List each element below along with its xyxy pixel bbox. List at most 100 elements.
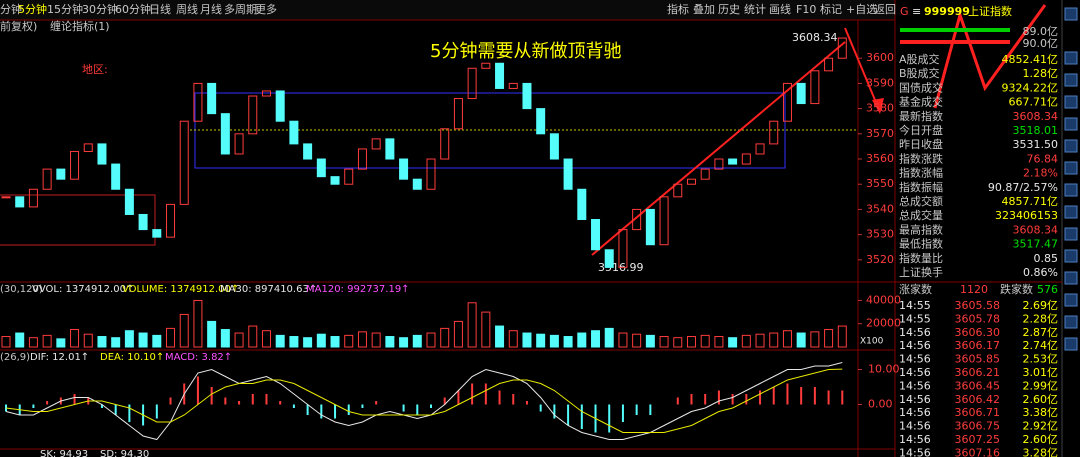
toolbar <box>0 0 895 20</box>
icon[interactable] <box>1064 249 1078 263</box>
volume-bar <box>467 302 477 348</box>
tick-price: 3605.85 <box>955 353 1001 366</box>
icon[interactable] <box>1064 293 1078 307</box>
icon[interactable] <box>1064 51 1078 65</box>
icon[interactable] <box>1064 161 1078 175</box>
tick-price: 3606.71 <box>955 406 1001 419</box>
tick-price: 3606.17 <box>955 339 1001 352</box>
volume-bar <box>56 338 66 348</box>
tick-time: 14:56 <box>899 339 931 352</box>
y-tick-label: 3540 <box>866 202 894 215</box>
icon[interactable] <box>1064 227 1078 241</box>
icon[interactable] <box>1064 337 1078 351</box>
toolbar-button[interactable]: 指标 <box>667 2 689 16</box>
icon[interactable] <box>1064 271 1078 285</box>
volume-bar <box>810 331 820 348</box>
volume-bar <box>399 337 409 348</box>
breadth: 涨家数 <box>899 282 932 296</box>
candle <box>261 90 271 97</box>
trend-arrow <box>591 41 846 256</box>
stat-label: 国债成交 <box>899 80 943 94</box>
stat-label: 指数涨幅 <box>899 166 943 180</box>
icon[interactable] <box>1064 73 1078 87</box>
tab[interactable]: 周线 <box>176 2 198 16</box>
icon[interactable] <box>1064 183 1078 197</box>
tick-price: 3606.30 <box>955 326 1001 339</box>
volume-bar <box>782 330 792 348</box>
tick-amount: 2.74亿 <box>1023 339 1059 352</box>
tab[interactable]: 多周期 <box>224 2 257 16</box>
tick-price: 3605.78 <box>955 312 1001 325</box>
tick-amount: 2.69亿 <box>1023 299 1059 312</box>
candle <box>495 62 505 89</box>
tick-price: 3605.58 <box>955 299 1001 312</box>
stat-value: 323406153 <box>995 209 1058 222</box>
stat-value: 667.71亿 <box>1009 96 1059 109</box>
icon[interactable] <box>1064 315 1078 329</box>
tab[interactable]: 日线 <box>149 2 171 16</box>
stat-label: 指数振幅 <box>899 180 943 194</box>
toolbar-button[interactable]: 画线 <box>769 2 791 16</box>
toolbar-button[interactable]: 统计 <box>744 3 766 16</box>
volume-bar <box>495 325 505 348</box>
kdj-label: SD: 94.30 <box>100 449 149 457</box>
tab[interactable]: 更多 <box>255 2 277 16</box>
candle <box>810 70 820 105</box>
stat-label: 总成交额 <box>899 194 943 208</box>
toolbar-button[interactable]: 标记 <box>820 2 842 16</box>
toolbar-button[interactable]: F10 <box>796 3 816 16</box>
tab[interactable]: 5分钟 <box>18 2 47 16</box>
volume-bar <box>577 332 587 348</box>
y-tick-label: 3520 <box>866 253 894 266</box>
volume-bar <box>673 337 683 348</box>
toolbar-button[interactable]: 历史 <box>718 3 740 16</box>
high-label: 3608.34 <box>792 31 838 44</box>
candle <box>166 203 176 238</box>
toolbar-button[interactable]: 叠加 <box>693 3 715 16</box>
candle <box>357 148 367 170</box>
candle <box>686 178 696 185</box>
volume-bar <box>138 332 148 348</box>
volume-bar <box>111 337 121 348</box>
candle <box>124 188 134 215</box>
volume-bar <box>193 299 203 348</box>
candle <box>508 82 518 89</box>
subbar-item: 前复权) <box>0 19 37 33</box>
volume-bar <box>15 332 25 348</box>
icon[interactable] <box>1064 117 1078 131</box>
icon[interactable] <box>1064 139 1078 153</box>
tick-amount: 3.01亿 <box>1023 366 1059 379</box>
stat-value: 3531.50 <box>1013 138 1059 151</box>
tab[interactable]: 月线 <box>200 2 222 16</box>
candle <box>83 143 93 152</box>
icon[interactable] <box>1064 7 1078 21</box>
y-tick-label: 3590 <box>866 76 894 89</box>
volume-bar <box>179 313 189 348</box>
volume-bar <box>166 327 176 348</box>
toolbar-button[interactable]: +自选 <box>846 3 877 16</box>
tick-amount: 3.28亿 <box>1023 446 1059 457</box>
icon[interactable] <box>1064 205 1078 219</box>
macd-header: DIF: 12.01↑ <box>30 352 89 363</box>
volume-bar <box>755 333 765 348</box>
candle <box>741 153 751 165</box>
tab[interactable]: 分钟 <box>0 2 22 16</box>
tab[interactable]: 60分钟 <box>115 2 151 16</box>
candle <box>330 176 340 185</box>
volume-bar <box>508 330 518 348</box>
toolbar-button[interactable]: 返回 <box>874 3 896 16</box>
icon[interactable] <box>1064 95 1078 109</box>
candle <box>275 90 285 122</box>
volume-bar <box>549 334 559 348</box>
stat-label: 今日开盘 <box>899 123 943 137</box>
volume-bar <box>522 332 532 348</box>
tab[interactable]: 15分钟 <box>47 2 83 16</box>
headline: 5分钟需要从新做顶背驰 <box>430 41 621 62</box>
tab[interactable]: 30分钟 <box>82 2 118 16</box>
dif-line <box>5 361 843 441</box>
stat-label: B股成交 <box>899 66 940 80</box>
candle <box>248 95 258 135</box>
stat-value: 3608.34 <box>1013 223 1059 236</box>
candle <box>591 219 601 251</box>
macd-header: DEA: 10.10↑ <box>100 352 164 363</box>
